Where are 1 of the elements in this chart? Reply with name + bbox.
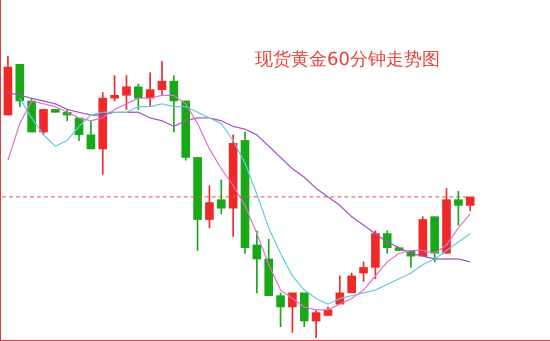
chart-title: 现货黄金60分钟走势图: [255, 48, 440, 71]
